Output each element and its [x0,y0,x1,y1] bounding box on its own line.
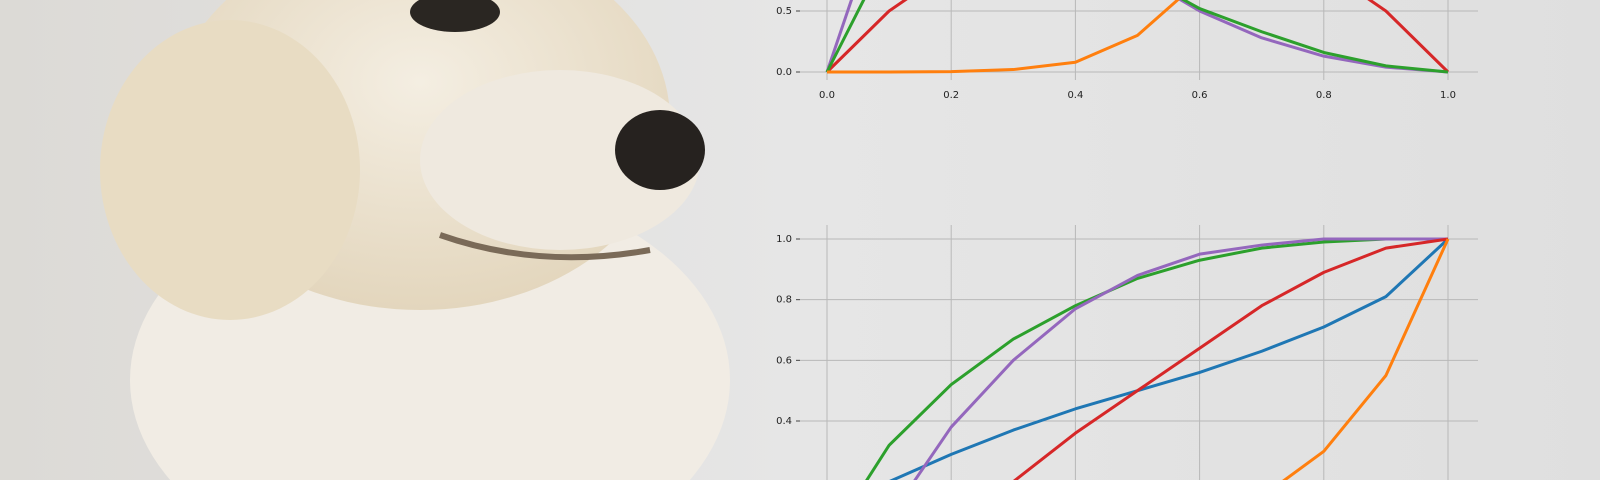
x-tick-label: 0.2 [943,90,959,101]
data-line [825,0,1449,74]
y-tick-label: 0.0 [776,67,792,78]
data-line [913,237,1448,480]
x-tick-label: 0.4 [1067,90,1083,101]
charts: 0.0 0.2 0.4 0.6 0.8 1.0 0.0 0.5 0.4 0.6 0.8 1.0 [776,0,1478,480]
y-tick-label: 0.4 [776,416,792,427]
data-line [1012,237,1449,480]
y-tick-label: 0.6 [776,355,792,366]
data-line [827,0,1180,74]
x-tick-label: 0.8 [1316,90,1332,101]
data-line [825,0,1449,74]
x-tick-label: 0.6 [1192,90,1208,101]
y-tick-label: 0.5 [776,6,792,17]
y-tick-label: 1.0 [776,234,792,245]
x-tick-label: 1.0 [1440,90,1456,101]
x-tick-label: 0.0 [819,90,835,101]
dog-photo [100,0,730,480]
data-line [1282,238,1450,480]
data-line [865,237,1448,480]
y-tick-label: 0.8 [776,295,792,306]
